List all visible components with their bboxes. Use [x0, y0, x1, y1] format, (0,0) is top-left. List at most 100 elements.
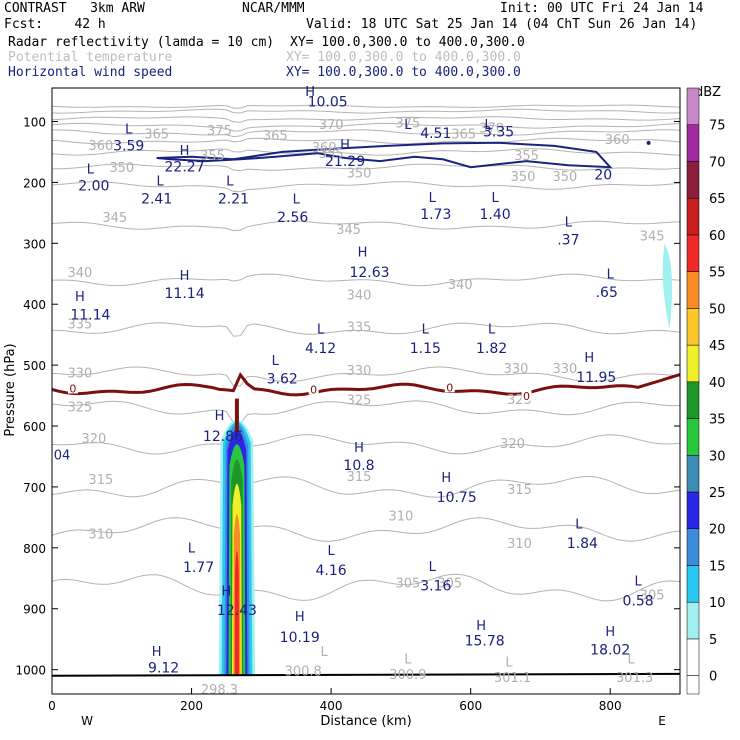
theta-line: [52, 475, 680, 498]
theta-label: 365: [144, 128, 169, 143]
theta-line: [52, 273, 680, 287]
y-tick-label: 1000: [15, 664, 46, 678]
reflectivity-band: [234, 550, 239, 676]
wind-value-label: 10.75: [437, 490, 477, 506]
colorbar-level-label: 50: [709, 302, 726, 317]
theta-label: 315: [88, 473, 113, 488]
wind-value-label: 1.15: [410, 341, 441, 357]
zero-label: 0: [310, 384, 317, 397]
wind-value-label: 12.86: [203, 429, 243, 445]
colorbar-level-label: 35: [709, 413, 726, 428]
theta-label: 350: [511, 170, 536, 185]
extremum-marker: H: [75, 290, 85, 305]
y-tick-label: 400: [23, 298, 46, 312]
extremum-marker: L: [607, 268, 615, 283]
field-theta-name: Potential temperature: [8, 50, 173, 65]
theta-line: [52, 129, 680, 138]
extremum-marker: L: [404, 118, 412, 133]
y-tick-label: 700: [23, 481, 46, 495]
colorbar-swatch: [686, 381, 700, 419]
theta-line: [52, 322, 680, 337]
theta-label: 350: [347, 167, 372, 182]
colorbar: dBZ 0 5 10 15 20 25 30 35 40 45 50 55 60 65 70 75: [686, 85, 726, 695]
theta-label: 360: [605, 133, 630, 148]
y-tick-label: 800: [23, 542, 46, 556]
extra-label: 298.3: [201, 683, 238, 698]
wind-value-label: 9.12: [148, 661, 179, 677]
extra-label: 300.9: [389, 668, 426, 683]
theta-label: 330: [67, 366, 92, 381]
theta-line: [52, 220, 680, 232]
extra-label: 04: [54, 449, 71, 464]
theta-label: 340: [67, 266, 92, 281]
colorbar-bottom: [686, 675, 700, 695]
zero-label: 0: [69, 382, 76, 395]
field-wind-xy: XY= 100.0,300.0 to 400.0,300.0: [286, 65, 521, 80]
colorbar-swatch: [686, 161, 700, 199]
wind-value-label: 11.95: [576, 370, 616, 386]
zero-label-bg: [67, 382, 78, 394]
field-reflectivity-xy: XY= 100.0,300.0 to 400.0,300.0: [290, 35, 525, 50]
colorbar-level-label: 60: [709, 229, 726, 244]
extremum-marker: H: [295, 610, 305, 625]
theta-line: [52, 400, 680, 425]
theta-label: 375: [395, 117, 420, 132]
colorbar-level-label: 30: [709, 449, 726, 464]
theta-label: 345: [336, 223, 361, 238]
jet-contour: [156, 141, 613, 169]
extremum-marker: L: [429, 191, 437, 206]
wind-value-label: .37: [557, 233, 579, 249]
extremum-marker: L: [429, 560, 437, 575]
theta-label: 305: [395, 576, 420, 591]
extremum-marker: H: [180, 269, 190, 284]
extremum-marker: H: [215, 409, 225, 424]
y-tick-label: 600: [23, 420, 46, 434]
theta-label: 370: [319, 118, 344, 133]
theta-label: 355: [514, 149, 539, 164]
theta-label: 375: [207, 124, 232, 139]
theta-label: 370: [479, 121, 504, 136]
extremum-marker: L: [157, 174, 165, 189]
wind-value-label: 10.19: [280, 630, 320, 646]
theta-label: 365: [451, 128, 476, 143]
x-tick-label: 400: [320, 699, 343, 713]
zero-wind-line: [52, 372, 680, 397]
org-label: NCAR/MMM: [242, 1, 305, 16]
theta-line: [52, 116, 680, 123]
colorbar-level-label: 10: [709, 596, 726, 611]
wind-value-label: 1.84: [567, 536, 598, 552]
theta-label: 355: [319, 147, 344, 162]
wind-value-label: 21.29: [325, 154, 365, 170]
wind-value-label: 3.35: [483, 125, 514, 141]
theta-label: 315: [507, 483, 532, 498]
wind-value-label: 3.62: [267, 371, 298, 387]
extremum-marker: L: [635, 575, 643, 590]
extremum-marker: L: [293, 193, 301, 208]
colorbar-swatch: [686, 234, 700, 272]
extremum-marker: L: [87, 162, 95, 177]
wind-value-label: 11.14: [70, 307, 110, 323]
theta-line: [52, 163, 680, 172]
extremum-marker: H: [584, 351, 594, 366]
theta-label: 305: [437, 576, 462, 591]
theta-line: [52, 108, 680, 114]
zero-label-bg: [444, 381, 455, 393]
colorbar-swatch: [686, 197, 700, 236]
colorbar-level-label: 15: [709, 559, 726, 574]
extremum-marker: L: [327, 544, 335, 559]
wind-value-label: 1.73: [420, 207, 451, 223]
colorbar-level-label: 20: [709, 523, 726, 538]
y-tick-label: 900: [23, 603, 46, 617]
plot-frame: [51, 87, 681, 695]
colorbar-swatch: [686, 344, 700, 383]
east-label: E: [658, 714, 666, 728]
theta-line: [52, 181, 680, 193]
theta-line: [52, 137, 680, 145]
colorbar-unit: dBZ: [695, 85, 721, 100]
y-axis-label: Pressure (hPa): [3, 343, 18, 436]
extremum-marker: H: [152, 645, 162, 660]
extremum-marker: L: [188, 542, 196, 557]
wind-value-label: 2.21: [218, 192, 249, 208]
